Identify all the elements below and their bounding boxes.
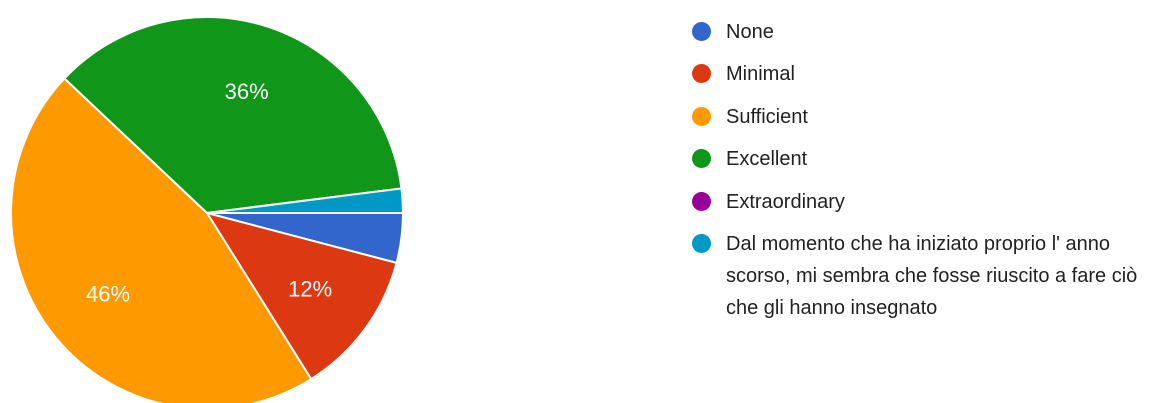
legend-swatch xyxy=(692,106,711,126)
pie-slice-minimal xyxy=(204,211,398,381)
legend-label: Excellent xyxy=(726,148,808,171)
legend-item-excellent: Excellent xyxy=(692,143,1152,175)
pie-slice-excellent xyxy=(63,16,403,215)
legend-label: Sufficient xyxy=(726,105,808,128)
legend-swatch xyxy=(692,22,711,41)
pie-slice-sufficient xyxy=(10,77,313,403)
pie-slice-dal-momento-che-ha-iniziato-proprio-l-an xyxy=(206,187,405,214)
legend-item-extraordinary: Extraordinary xyxy=(692,186,1152,218)
legend-label: None xyxy=(726,21,774,43)
legend-label: Extraordinary xyxy=(726,190,845,213)
legend-swatch xyxy=(692,233,711,253)
pie-chart: 12% 46% 36% xyxy=(10,16,405,403)
legend-item-minimal: Minimal xyxy=(692,58,1152,90)
legend-swatch xyxy=(692,64,711,84)
legend-swatch xyxy=(692,149,711,169)
slice-label-sufficient: 46% xyxy=(86,282,130,307)
legend-label: Minimal xyxy=(726,63,795,86)
legend-swatch xyxy=(692,191,711,211)
legend-label: Dal momento che ha iniziato proprio l' a… xyxy=(726,232,1138,319)
slice-label-excellent: 36% xyxy=(225,79,269,104)
legend-item-dal-momento-che-ha-iniziato-proprio-l-an: Dal momento che ha iniziato proprio l' a… xyxy=(692,228,1152,324)
legend-item-sufficient: Sufficient xyxy=(692,101,1152,133)
legend-item-none: None xyxy=(692,16,1152,48)
legend: None Minimal Sufficient Excellent Extraordin… xyxy=(692,16,1152,334)
slice-label-minimal: 12% xyxy=(288,276,332,301)
